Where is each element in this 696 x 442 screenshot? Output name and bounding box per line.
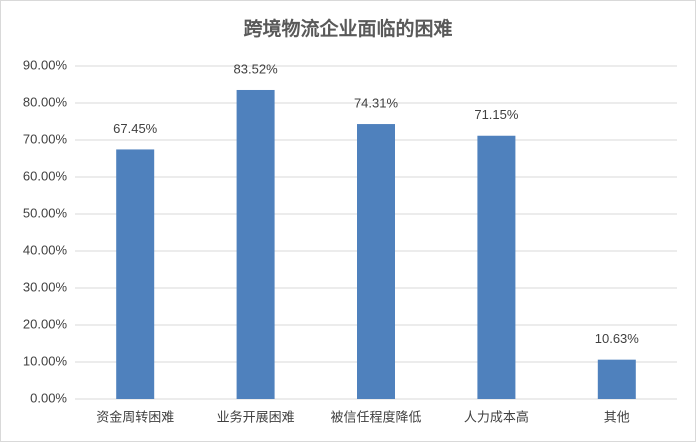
y-tick-label: 90.00% [23, 57, 68, 72]
y-tick-label: 20.00% [23, 316, 68, 331]
x-tick-label: 人力成本高 [464, 409, 529, 424]
y-tick-label: 0.00% [30, 390, 67, 405]
bar [116, 149, 155, 399]
bar [236, 89, 275, 399]
x-tick-label: 被信任程度降低 [330, 409, 421, 424]
y-tick-label: 70.00% [23, 131, 68, 146]
y-tick-label: 50.00% [23, 205, 68, 220]
data-label: 67.45% [113, 121, 158, 136]
data-label: 83.52% [234, 61, 279, 76]
x-tick-label: 其他 [604, 409, 630, 424]
y-tick-label: 10.00% [23, 353, 68, 368]
data-label: 10.63% [595, 331, 640, 346]
x-tick-label: 资金周转困难 [96, 409, 174, 424]
y-tick-label: 30.00% [23, 279, 68, 294]
bar [357, 124, 395, 399]
y-tick-label: 40.00% [23, 242, 68, 257]
x-tick-label: 业务开展困难 [217, 409, 295, 424]
bar [597, 359, 636, 399]
chart-title: 跨境物流企业面临的困难 [243, 17, 452, 40]
y-tick-label: 80.00% [23, 94, 68, 109]
data-label: 74.31% [354, 95, 399, 110]
data-label: 71.15% [474, 107, 519, 122]
y-tick-label: 60.00% [23, 168, 68, 183]
bar [477, 135, 516, 399]
